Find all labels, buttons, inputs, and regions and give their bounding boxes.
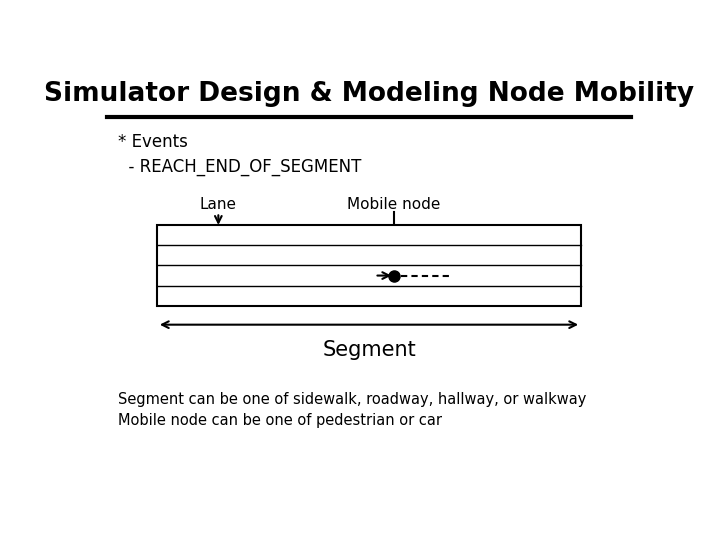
Text: Segment: Segment [322,340,416,360]
Text: Mobile node: Mobile node [348,197,441,212]
Text: Mobile node can be one of pedestrian or car: Mobile node can be one of pedestrian or … [118,413,442,428]
Text: Lane: Lane [200,197,237,212]
Text: Simulator Design & Modeling Node Mobility: Simulator Design & Modeling Node Mobilit… [44,81,694,107]
Text: * Events: * Events [118,133,188,151]
Bar [157,225,581,306]
Text: Segment can be one of sidewalk, roadway, hallway, or walkway: Segment can be one of sidewalk, roadway,… [118,392,586,407]
Text: - REACH_END_OF_SEGMENT: - REACH_END_OF_SEGMENT [118,158,361,176]
